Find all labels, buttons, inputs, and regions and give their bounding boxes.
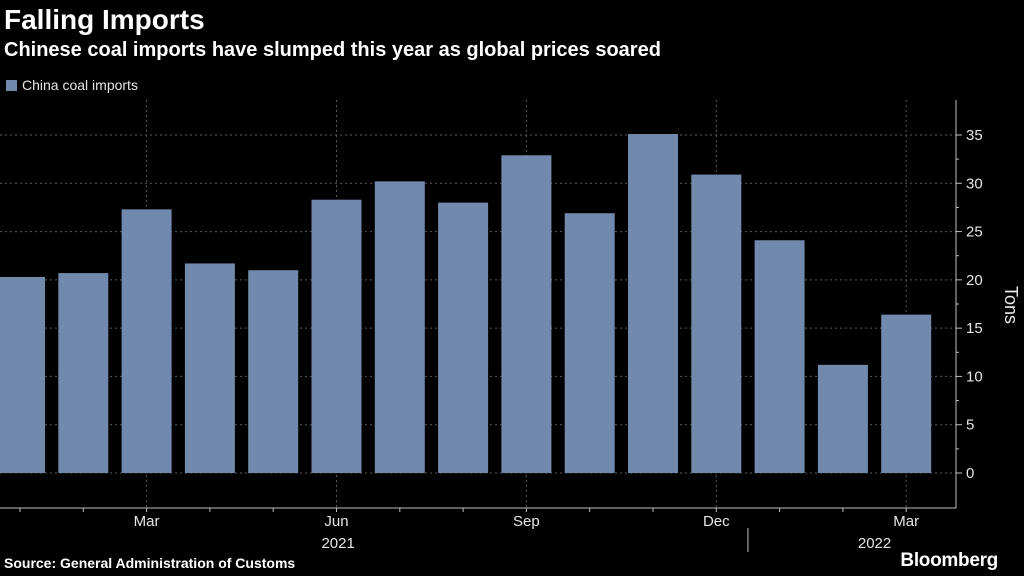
bloomberg-logo: Bloomberg [900, 550, 998, 571]
bar [564, 213, 615, 474]
legend-label: China coal imports [22, 77, 138, 93]
x-tick-label: Sep [513, 513, 540, 530]
y-tick-label: 25 [966, 224, 983, 241]
y-tick-label: 5 [966, 417, 974, 434]
bar [58, 273, 109, 473]
bar [628, 134, 678, 473]
x-tick-label: Jun [324, 513, 348, 530]
year-label: 2022 [858, 535, 891, 552]
bar [374, 181, 425, 473]
bar [121, 209, 172, 474]
y-axis-label: Tons [1001, 286, 1021, 324]
bar [691, 174, 742, 473]
year-label: 2021 [321, 535, 354, 552]
x-tick-label: Mar [134, 513, 160, 530]
legend-swatch [6, 79, 17, 91]
y-tick-label: 0 [966, 465, 974, 482]
bar [248, 270, 299, 473]
bar [0, 276, 45, 473]
bar [438, 202, 489, 473]
x-tick-label: Dec [703, 513, 730, 530]
y-tick-label: 35 [966, 127, 983, 144]
bar [817, 364, 868, 473]
y-tick-label: 15 [966, 320, 983, 337]
bar [501, 155, 552, 473]
y-tick-label: 30 [966, 175, 983, 192]
chart-subtitle: Chinese coal imports have slumped this y… [4, 39, 661, 61]
y-tick-label: 10 [966, 368, 983, 385]
bar [754, 240, 805, 473]
legend: China coal imports [6, 77, 138, 93]
bar [184, 263, 235, 473]
source-note: Source: General Administration of Custom… [4, 555, 296, 571]
chart-title: Falling Imports [4, 4, 205, 35]
bar [311, 199, 362, 473]
y-tick-label: 20 [966, 272, 983, 289]
x-tick-label: Mar [893, 513, 919, 530]
bar [881, 314, 932, 473]
